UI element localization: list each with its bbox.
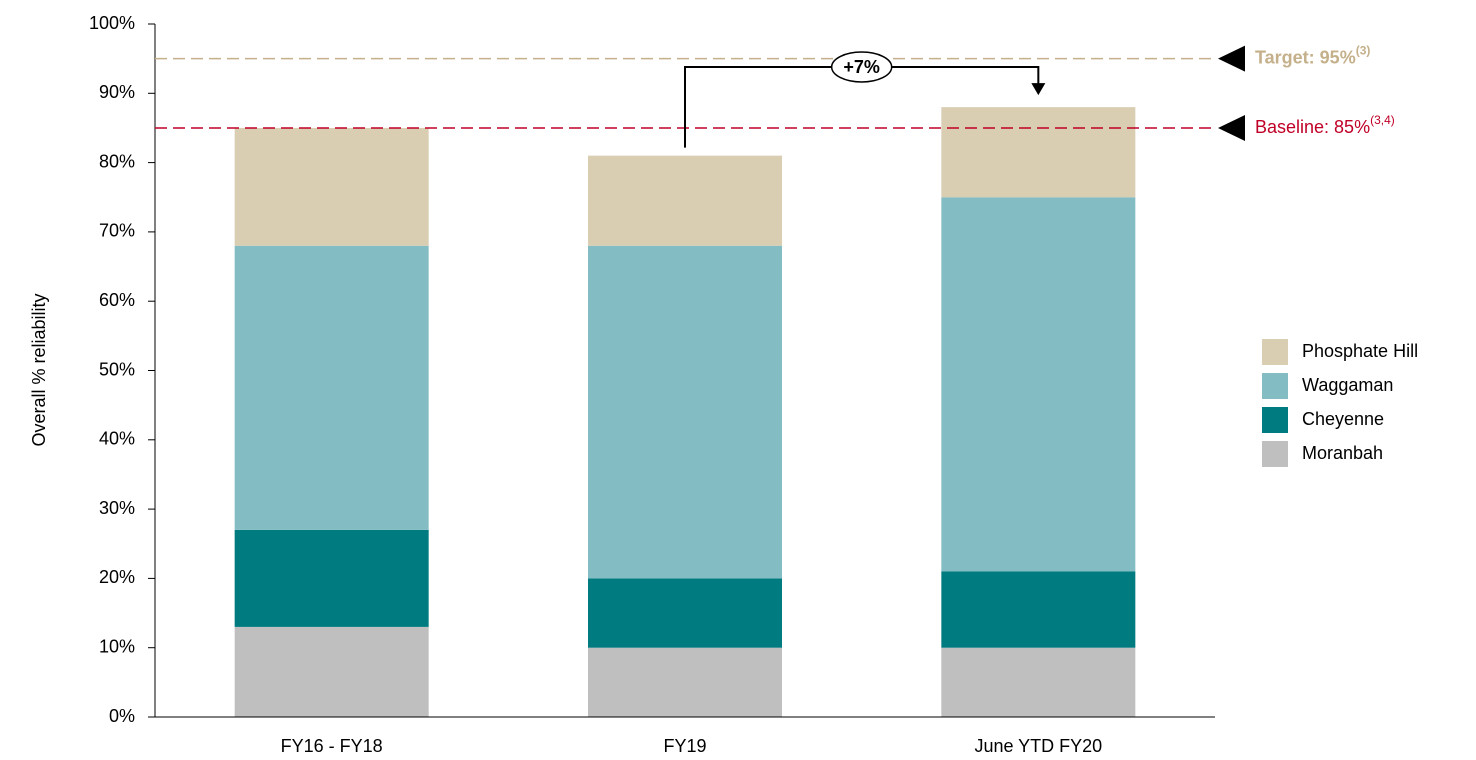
y-tick-label: 40% bbox=[99, 429, 135, 449]
annotation-text: +7% bbox=[843, 57, 880, 77]
bar-segment bbox=[588, 578, 782, 648]
bar-segment bbox=[234, 529, 429, 627]
y-tick-label: 30% bbox=[99, 498, 135, 518]
bar-segment bbox=[588, 155, 782, 246]
reference-label-text: Baseline: 85% bbox=[1255, 117, 1370, 137]
bar-segment bbox=[234, 127, 429, 246]
y-tick-label: 20% bbox=[99, 567, 135, 587]
reference-marker bbox=[1218, 45, 1245, 72]
bar-segment bbox=[941, 107, 1136, 198]
bar-segment bbox=[588, 245, 782, 579]
annotation-bubble bbox=[830, 51, 893, 83]
legend-swatch bbox=[1262, 407, 1288, 433]
legend-label: Moranbah bbox=[1302, 443, 1383, 463]
legend-swatch bbox=[1262, 339, 1288, 365]
legend-label: Waggaman bbox=[1302, 375, 1393, 395]
legend-label: Cheyenne bbox=[1302, 409, 1384, 429]
bar-segment bbox=[234, 245, 429, 530]
reference-label-text: Target: 95% bbox=[1255, 47, 1356, 67]
legend-label: Phosphate Hill bbox=[1302, 341, 1418, 361]
bar-segment bbox=[588, 647, 782, 717]
reference-label: Baseline: 85%(3,4) bbox=[1255, 113, 1395, 137]
y-tick-label: 90% bbox=[99, 82, 135, 102]
y-tick-label: 50% bbox=[99, 359, 135, 379]
y-tick-label: 0% bbox=[109, 706, 135, 726]
legend-swatch bbox=[1262, 373, 1288, 399]
bar-segment bbox=[941, 647, 1136, 717]
y-tick-label: 70% bbox=[99, 221, 135, 241]
annotation-arrow bbox=[1031, 83, 1046, 96]
reference-label-note: (3) bbox=[1356, 44, 1371, 58]
x-tick-label: FY16 - FY18 bbox=[281, 736, 383, 755]
y-tick-label: 60% bbox=[99, 290, 135, 310]
x-tick-label: FY19 bbox=[663, 736, 706, 755]
y-axis-label: Overall % reliability bbox=[29, 293, 49, 446]
x-tick-label: June YTD FY20 bbox=[974, 736, 1102, 755]
reference-marker bbox=[1218, 114, 1245, 141]
reference-label-note: (3,4) bbox=[1370, 113, 1395, 127]
bar-segment bbox=[941, 571, 1136, 648]
y-tick-label: 80% bbox=[99, 151, 135, 171]
legend-swatch bbox=[1262, 441, 1288, 467]
bar-segment bbox=[234, 626, 429, 717]
y-tick-label: 100% bbox=[89, 13, 135, 33]
y-tick-label: 10% bbox=[99, 636, 135, 656]
bar-segment bbox=[941, 197, 1136, 572]
reference-label: Target: 95%(3) bbox=[1255, 44, 1370, 68]
